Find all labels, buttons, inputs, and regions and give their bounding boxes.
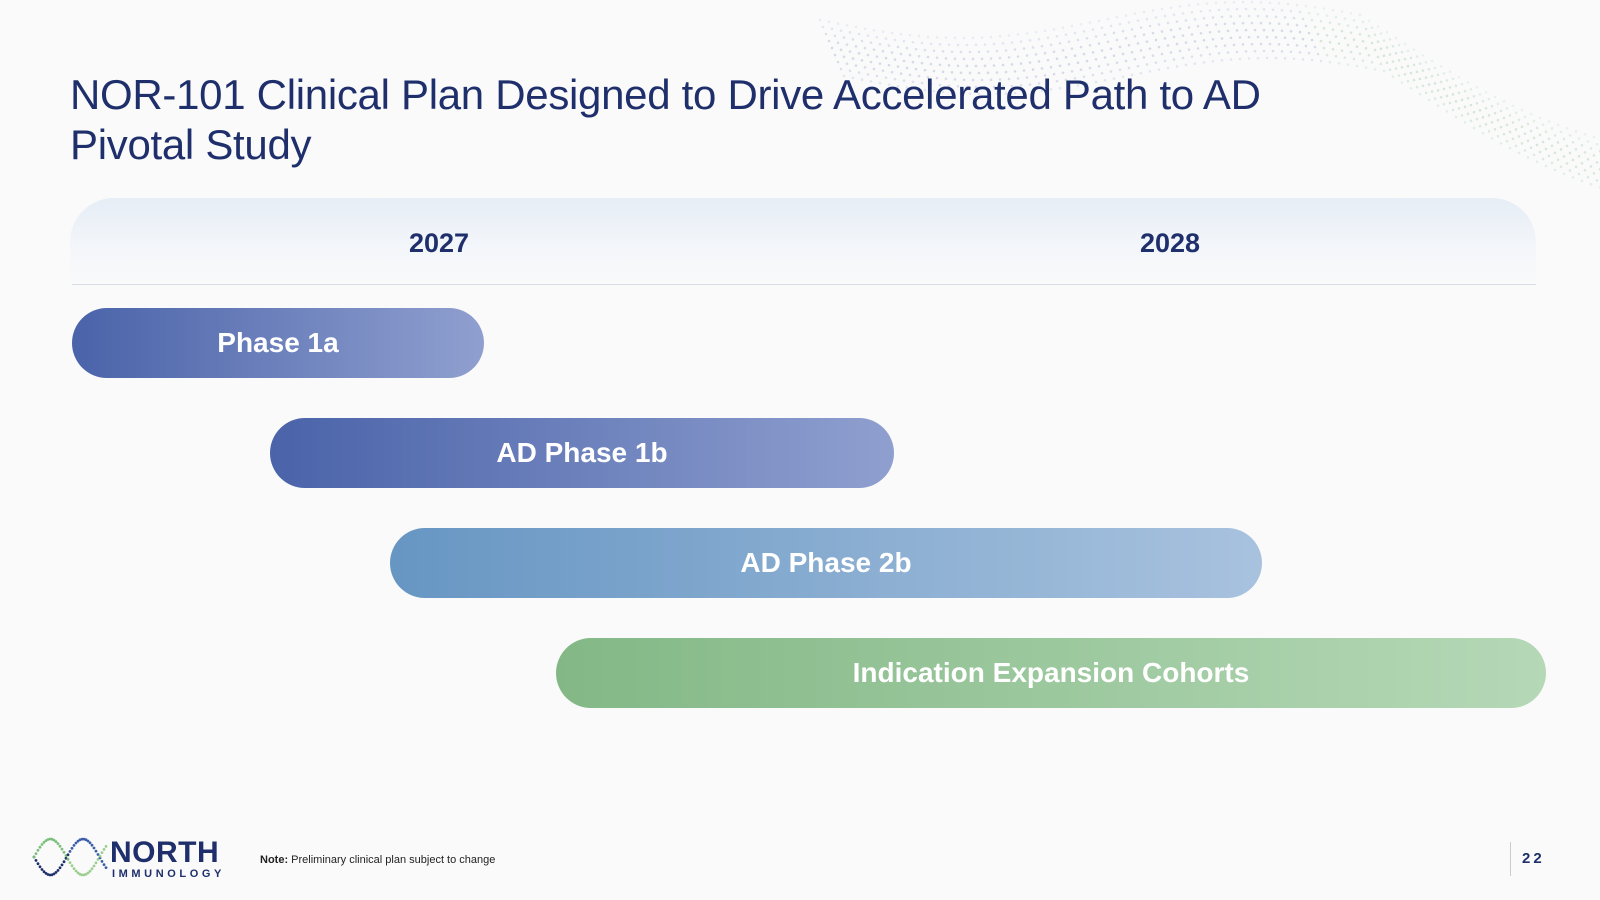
phase-1a-label: Phase 1a: [217, 327, 339, 358]
footnote-text: Preliminary clinical plan subject to cha…: [288, 854, 496, 866]
timeline-header: [70, 198, 1536, 286]
north-immunology-logo-icon: [32, 837, 108, 877]
footnote-label: Note:: [260, 854, 289, 866]
year-2027-label: 2027: [408, 228, 470, 258]
indication-expansion-bar[interactable]: Indication Expansion Cohorts: [556, 638, 1546, 708]
indication-expansion-label: Indication Expansion Cohorts: [852, 657, 1250, 688]
logo-subtitle: IMMUNOLOGY: [112, 868, 225, 880]
year-2028-label: 2028: [1139, 228, 1201, 258]
page-number: 22: [1522, 850, 1545, 867]
phase-1a-bar[interactable]: Phase 1a: [72, 308, 484, 378]
ad-phase-1b-bar[interactable]: AD Phase 1b: [270, 418, 894, 488]
logo-wordmark: NORTH: [110, 836, 220, 869]
timeline-header-divider: [72, 284, 1536, 285]
footnote: Note: Preliminary clinical plan subject …: [260, 854, 495, 866]
slide-title: NOR-101 Clinical Plan Designed to Drive …: [70, 71, 1261, 168]
ad-phase-1b-label: AD Phase 1b: [496, 437, 668, 468]
page-number-divider: [1510, 842, 1511, 876]
ad-phase-2b-bar[interactable]: AD Phase 2b: [390, 528, 1262, 598]
ad-phase-2b-label: AD Phase 2b: [740, 547, 912, 578]
